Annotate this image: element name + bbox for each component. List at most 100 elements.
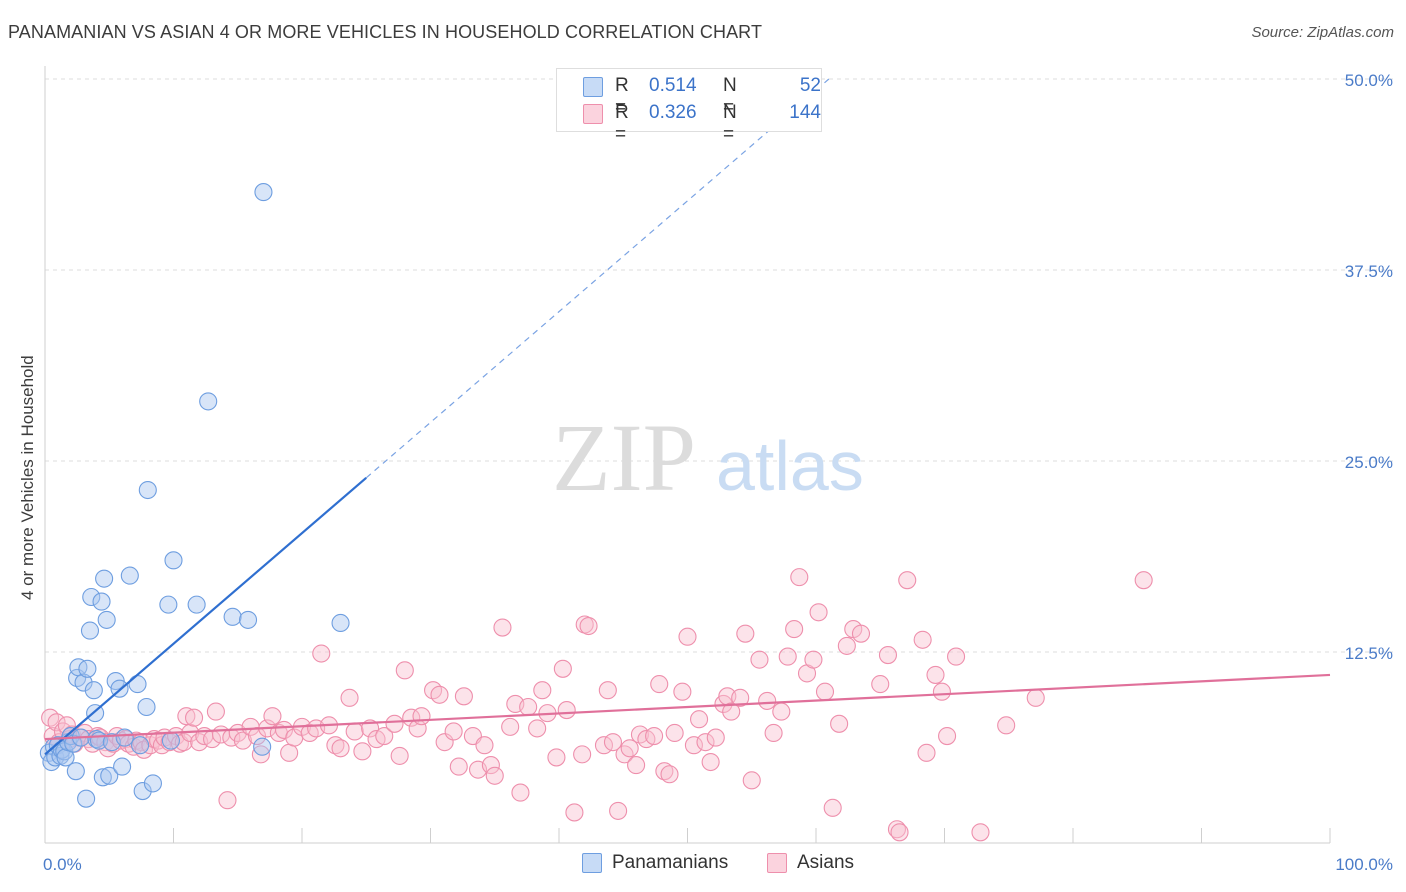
- asian-point: [424, 681, 443, 700]
- asian-point: [475, 736, 494, 755]
- asian-point: [871, 675, 890, 694]
- asian-point: [837, 636, 856, 655]
- panamanian-point: [113, 757, 132, 776]
- asian-point: [620, 739, 639, 758]
- asian-point: [722, 702, 741, 721]
- panamanian-point: [97, 610, 116, 629]
- asian-point: [511, 783, 530, 802]
- asian-point: [326, 736, 345, 755]
- asian-point: [274, 720, 294, 739]
- panamanian-point: [74, 673, 93, 692]
- legend-r-label: R =: [615, 102, 629, 145]
- asian-point: [280, 743, 299, 762]
- panamanian-point: [331, 613, 350, 633]
- series-swatch-panamanians: [582, 853, 602, 873]
- asian-point: [501, 717, 520, 736]
- legend-n-label: N =: [723, 75, 737, 118]
- asian-point: [851, 624, 871, 643]
- watermark-zip: ZIP: [552, 404, 696, 511]
- asian-point: [764, 723, 783, 743]
- axes: [44, 66, 1331, 844]
- asian-point: [579, 616, 598, 636]
- asian-point: [47, 713, 66, 732]
- panamanian-point: [133, 781, 152, 801]
- panamanian-point: [138, 480, 157, 500]
- panamanian-point: [115, 728, 134, 747]
- panamanian-point: [223, 607, 242, 626]
- panamanian-point: [93, 768, 112, 787]
- y-tick-label: 50.0%: [1345, 71, 1393, 90]
- asian-point: [485, 766, 504, 785]
- grid-lines: [45, 78, 1393, 653]
- asian-point: [493, 618, 512, 637]
- legend-swatch-panamanians: [583, 77, 603, 97]
- asian-point: [971, 823, 990, 842]
- asian-point: [898, 571, 917, 590]
- series-label-panamanians: Panamanians: [612, 852, 729, 873]
- panamanian-point: [56, 748, 75, 767]
- asian-point: [645, 726, 664, 746]
- panamanian-point: [253, 737, 272, 756]
- legend-r-value: 0.514: [649, 75, 697, 96]
- asian-point: [1134, 571, 1153, 590]
- panamanian-point: [254, 183, 273, 202]
- asian-point: [449, 757, 468, 776]
- asian-point: [206, 702, 225, 721]
- asian-point: [331, 739, 350, 758]
- panamanian-point: [238, 610, 258, 629]
- asian-point: [823, 798, 842, 817]
- asian-point: [696, 733, 715, 752]
- asian-point: [731, 688, 750, 707]
- panamanian-point: [137, 697, 156, 717]
- asian-point: [251, 745, 270, 764]
- panamanian-point: [120, 566, 139, 585]
- asian-point: [690, 710, 709, 729]
- asian-point: [772, 702, 791, 721]
- asian-point: [573, 745, 592, 764]
- asian-point: [598, 681, 617, 700]
- panamanian-point: [159, 595, 178, 614]
- legend-n-value: 52: [799, 75, 821, 96]
- panamanians-trend-line: [44, 476, 367, 756]
- legend-swatch-asians: [583, 104, 603, 124]
- asian-point: [665, 723, 684, 743]
- asian-point: [750, 650, 769, 669]
- panamanian-point: [95, 569, 114, 588]
- asian-point: [603, 733, 623, 752]
- trend-lines: [44, 78, 1331, 756]
- asian-point: [353, 742, 372, 761]
- asian-point: [185, 708, 204, 727]
- panamanian-point: [78, 659, 97, 678]
- panamanian-point: [161, 731, 180, 750]
- asian-point: [673, 682, 692, 701]
- asian-point: [609, 801, 628, 820]
- y-tick-label: 12.5%: [1345, 644, 1393, 663]
- asian-point: [655, 762, 674, 781]
- watermark: ZIP atlas: [552, 404, 864, 511]
- asian-point: [997, 716, 1016, 735]
- asian-point: [395, 661, 414, 680]
- asian-point: [706, 728, 725, 747]
- asian-point: [815, 682, 835, 701]
- asian-point: [41, 708, 60, 727]
- asian-point: [177, 707, 196, 726]
- asian-point: [742, 771, 761, 790]
- asian-point: [300, 723, 319, 743]
- legend-n-value: 144: [789, 102, 821, 123]
- chart-title: PANAMANIAN VS ASIAN 4 OR MORE VEHICLES I…: [8, 22, 763, 42]
- asians-points: [41, 568, 1153, 842]
- panamanian-point: [77, 789, 96, 808]
- asian-point: [444, 722, 463, 741]
- panamanian-point: [82, 587, 101, 607]
- asian-point: [454, 687, 473, 706]
- panamanian-point: [128, 675, 147, 694]
- asian-point: [233, 731, 252, 750]
- x-tick-label: 0.0%: [43, 855, 82, 874]
- correlation-legend: R = 0.514 N = 52 R = 0.326 N = 144: [556, 68, 822, 145]
- asian-point: [218, 791, 237, 810]
- asian-point: [736, 624, 755, 643]
- panamanian-point: [143, 774, 162, 793]
- legend-r-label: R =: [615, 75, 629, 118]
- panamanian-point: [187, 595, 206, 614]
